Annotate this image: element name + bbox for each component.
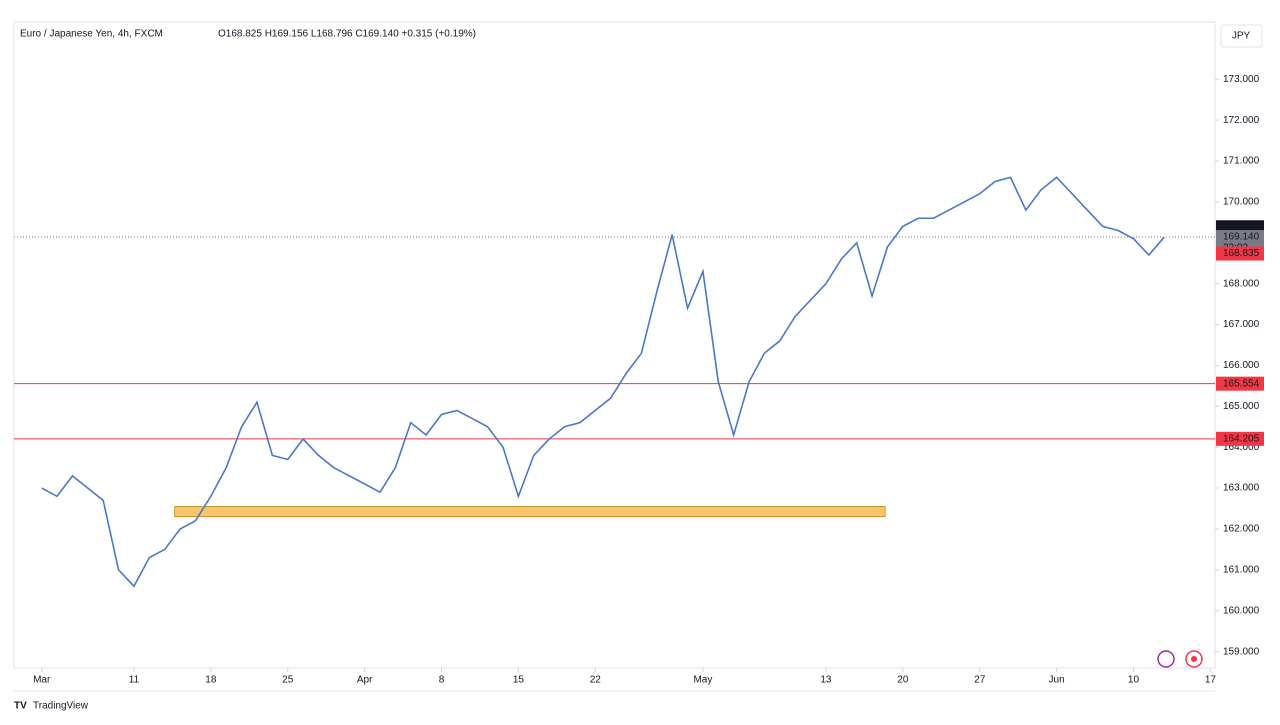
y-tick-label: 168.000 xyxy=(1223,278,1260,289)
x-tick-label: 22 xyxy=(590,675,602,686)
level-label-bg xyxy=(1216,431,1264,446)
x-tick-label: 17 xyxy=(1205,675,1217,686)
level-label: 164.205 xyxy=(1223,433,1260,444)
plot-frame xyxy=(13,21,1216,669)
x-tick-label: Apr xyxy=(357,675,373,686)
alert-icon[interactable] xyxy=(1157,650,1175,668)
y-tick-label: 165.000 xyxy=(1223,401,1260,412)
y-tick-label: 164.000 xyxy=(1223,442,1260,453)
y-tick-label: 167.000 xyxy=(1223,319,1260,330)
ohlc-legend: O168.825 H169.156 L168.796 C169.140 +0.3… xyxy=(218,29,476,40)
tv-logo: TV xyxy=(14,701,27,712)
record-icon[interactable] xyxy=(1185,650,1203,668)
x-tick-label: 8 xyxy=(439,675,445,686)
y-tick-label: 171.000 xyxy=(1223,156,1260,167)
chart-title: Euro / Japanese Yen, 4h, FXCM xyxy=(20,29,163,40)
currency[interactable]: JPY xyxy=(1232,31,1251,42)
y-tick-label: 166.000 xyxy=(1223,360,1260,371)
footer-brand: TradingView xyxy=(33,701,89,712)
x-tick-label: 20 xyxy=(897,675,909,686)
x-tick-label: 15 xyxy=(513,675,525,686)
price-marker-bg xyxy=(1216,246,1264,261)
y-tick-label: 160.000 xyxy=(1223,605,1260,616)
y-tick-label: 173.000 xyxy=(1223,74,1260,85)
y-tick-label: 161.000 xyxy=(1223,565,1260,576)
y-tick-label: 162.000 xyxy=(1223,524,1260,535)
support-zone xyxy=(174,506,886,518)
level-label: 165.554 xyxy=(1223,378,1260,389)
x-tick-label: 11 xyxy=(129,675,140,686)
record-dot xyxy=(1191,656,1197,662)
x-tick-label: 10 xyxy=(1128,675,1140,686)
x-tick-label: 25 xyxy=(282,675,294,686)
x-tick-label: 27 xyxy=(974,675,986,686)
y-tick-label: 163.000 xyxy=(1223,483,1260,494)
price-marker-label: 168.835 xyxy=(1223,248,1260,259)
y-tick-label: 170.000 xyxy=(1223,197,1260,208)
x-tick-label: May xyxy=(693,675,712,686)
price-line xyxy=(41,176,1165,588)
price-marker-label: 169.331 xyxy=(1223,222,1260,233)
x-tick-label: 13 xyxy=(820,675,832,686)
y-tick-label: 172.000 xyxy=(1223,115,1260,126)
x-tick-label: Mar xyxy=(33,675,51,686)
x-tick-label: 18 xyxy=(205,675,217,686)
y-tick-label: 159.000 xyxy=(1223,646,1260,657)
level-label-bg xyxy=(1216,376,1264,391)
x-tick-label: Jun xyxy=(1049,675,1065,686)
currency-button[interactable] xyxy=(1220,24,1263,48)
price-marker-label: 169.140 xyxy=(1223,232,1260,243)
